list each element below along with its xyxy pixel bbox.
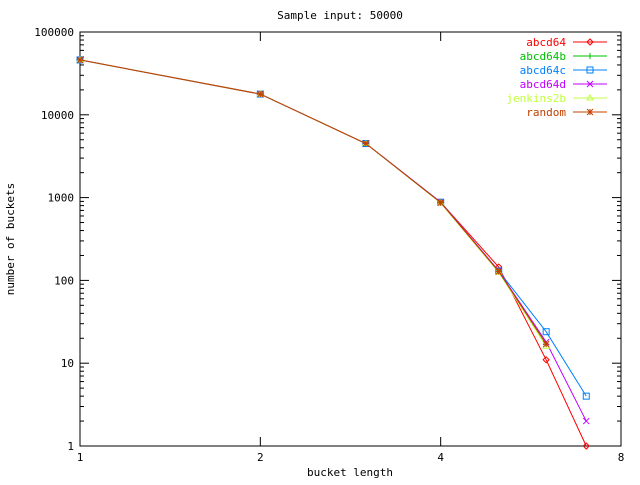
- y-tick-label: 1: [67, 440, 74, 453]
- legend-label: abcd64b: [520, 50, 566, 63]
- x-tick-label: 8: [618, 451, 625, 464]
- series-abcd64b: [77, 56, 550, 348]
- x-axis-label: bucket length: [307, 466, 393, 479]
- y-axis-label: number of buckets: [4, 183, 17, 296]
- x-tick-label: 2: [257, 451, 264, 464]
- series-abcd64: [76, 56, 590, 450]
- series-abcd64c: [76, 56, 590, 400]
- legend-label: abcd64c: [520, 64, 566, 77]
- diamond-marker: [586, 38, 594, 46]
- y-tick-label: 10: [61, 357, 74, 370]
- series-line: [79, 59, 547, 345]
- legend-label: abcd64d: [520, 78, 566, 91]
- x-marker: [582, 417, 590, 425]
- plus-marker: [587, 53, 593, 59]
- star-marker: [437, 199, 445, 206]
- series-line: [79, 59, 587, 422]
- x-marker: [586, 80, 594, 88]
- y-tick-label: 1000: [48, 192, 75, 205]
- series-line: [79, 59, 587, 397]
- series-line: [79, 59, 547, 345]
- legend-label: jenkins2b: [506, 92, 566, 105]
- triangle-marker: [586, 94, 594, 101]
- chart-title: Sample input: 50000: [277, 9, 403, 22]
- star-marker: [362, 140, 370, 147]
- x-tick-label: 4: [437, 451, 444, 464]
- series-abcd64d: [76, 56, 590, 425]
- x-tick-label: 1: [77, 451, 84, 464]
- diamond-marker: [582, 442, 590, 450]
- series-jenkins2b: [76, 55, 551, 349]
- star-marker: [542, 340, 550, 348]
- series-line: [79, 59, 547, 347]
- y-tick-label: 100: [54, 274, 74, 287]
- plot-border: [79, 31, 622, 447]
- square-marker: [586, 66, 594, 74]
- legend-label: abcd64: [526, 36, 566, 49]
- square-marker: [542, 328, 550, 336]
- y-tick-label: 10000: [41, 109, 74, 122]
- series-random: [76, 56, 550, 348]
- star-marker: [256, 90, 264, 98]
- series-line: [79, 59, 587, 447]
- legend-label: random: [526, 106, 566, 119]
- square-marker: [582, 392, 590, 400]
- diamond-marker: [542, 356, 550, 364]
- star-marker: [76, 56, 84, 64]
- star-marker: [586, 108, 594, 116]
- y-tick-label: 100000: [34, 26, 74, 39]
- star-marker: [495, 268, 503, 275]
